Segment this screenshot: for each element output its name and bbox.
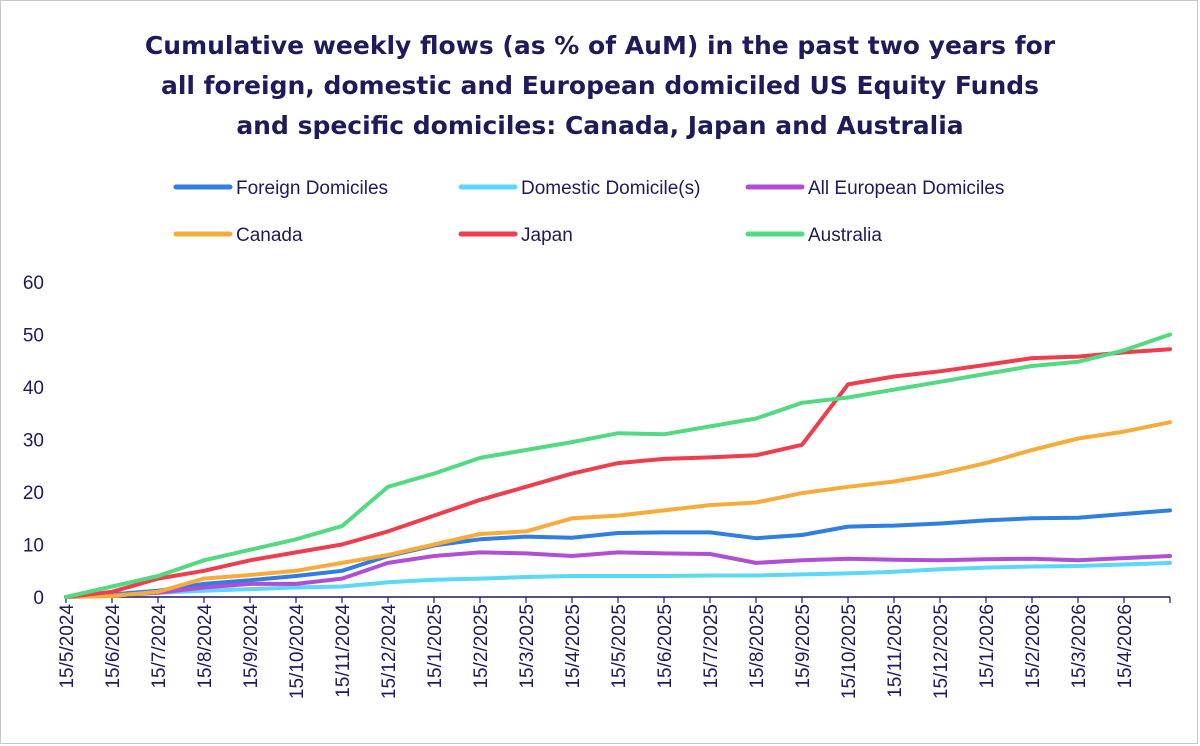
x-tick-label: 15/6/2024 xyxy=(103,604,124,689)
y-tick-label: 60 xyxy=(23,273,44,294)
x-tick-label: 15/8/2025 xyxy=(747,604,768,689)
x-tick-label: 15/11/2025 xyxy=(885,604,906,698)
series-line-canada xyxy=(64,420,1172,599)
legend-label: Australia xyxy=(808,225,882,246)
y-tick-label: 20 xyxy=(23,483,44,504)
y-axis: 0 10 20 30 40 50 60 xyxy=(23,273,44,609)
legend-label: Japan xyxy=(521,225,573,246)
chart-title-line: all foreign, domestic and European domic… xyxy=(160,71,1040,100)
x-tick-label: 15/11/2024 xyxy=(333,604,354,698)
x-tick-label: 15/3/2025 xyxy=(517,604,538,689)
series-line-domestic-domicile-s xyxy=(64,560,1172,599)
chart-title-line: Cumulative weekly flows (as % of AuM) in… xyxy=(144,31,1056,60)
x-tick-label: 15/7/2024 xyxy=(149,604,170,689)
y-tick-label: 40 xyxy=(23,378,44,399)
chart-title: Cumulative weekly flows (as % of AuM) in… xyxy=(100,26,1100,146)
x-tick-label: 15/7/2025 xyxy=(701,604,722,689)
y-tick-label: 0 xyxy=(33,588,44,609)
x-tick-label: 15/8/2024 xyxy=(195,604,216,689)
chart-title-line: and specific domiciles: Canada, Japan an… xyxy=(236,111,964,140)
legend-label: Canada xyxy=(236,225,303,246)
x-tick-label: 15/4/2026 xyxy=(1115,604,1136,689)
x-tick-label: 15/6/2025 xyxy=(655,604,676,689)
legend-label: All European Domiciles xyxy=(808,178,1004,199)
y-tick-label: 30 xyxy=(23,431,44,452)
x-tick-label: 15/5/2025 xyxy=(609,604,630,689)
series-line-all-european-domiciles xyxy=(64,550,1172,599)
legend-label: Domestic Domicile(s) xyxy=(521,178,700,199)
x-tick-label: 15/9/2025 xyxy=(793,604,814,689)
x-tick-label: 15/4/2025 xyxy=(563,604,584,689)
x-tick-label: 15/1/2025 xyxy=(425,604,446,689)
legend-label: Foreign Domiciles xyxy=(236,178,388,199)
x-axis: 15/5/2024 15/6/2024 15/7/2024 15/8/2024 15/9… xyxy=(57,596,1171,700)
x-tick-label: 15/2/2025 xyxy=(471,604,492,689)
legend: Foreign Domiciles Domestic Domicile(s) All… xyxy=(173,178,1004,246)
x-tick-label: 15/9/2024 xyxy=(241,604,262,689)
x-tick-label: 15/10/2024 xyxy=(287,604,308,700)
x-tick-label: 15/10/2025 xyxy=(839,604,860,699)
x-tick-label: 15/2/2026 xyxy=(1023,604,1044,689)
series-line-foreign-domiciles xyxy=(64,508,1172,599)
x-tick-label: 15/1/2026 xyxy=(977,604,998,689)
series-line-australia xyxy=(64,332,1172,599)
plot-area xyxy=(64,332,1172,599)
series-line-japan xyxy=(64,347,1172,599)
y-tick-label: 50 xyxy=(23,326,44,347)
x-tick-label: 15/5/2024 xyxy=(57,604,78,689)
y-tick-label: 10 xyxy=(23,536,44,557)
x-tick-label: 15/12/2024 xyxy=(379,604,400,700)
x-tick-label: 15/12/2025 xyxy=(931,604,952,699)
x-tick-label: 15/3/2026 xyxy=(1069,604,1090,689)
